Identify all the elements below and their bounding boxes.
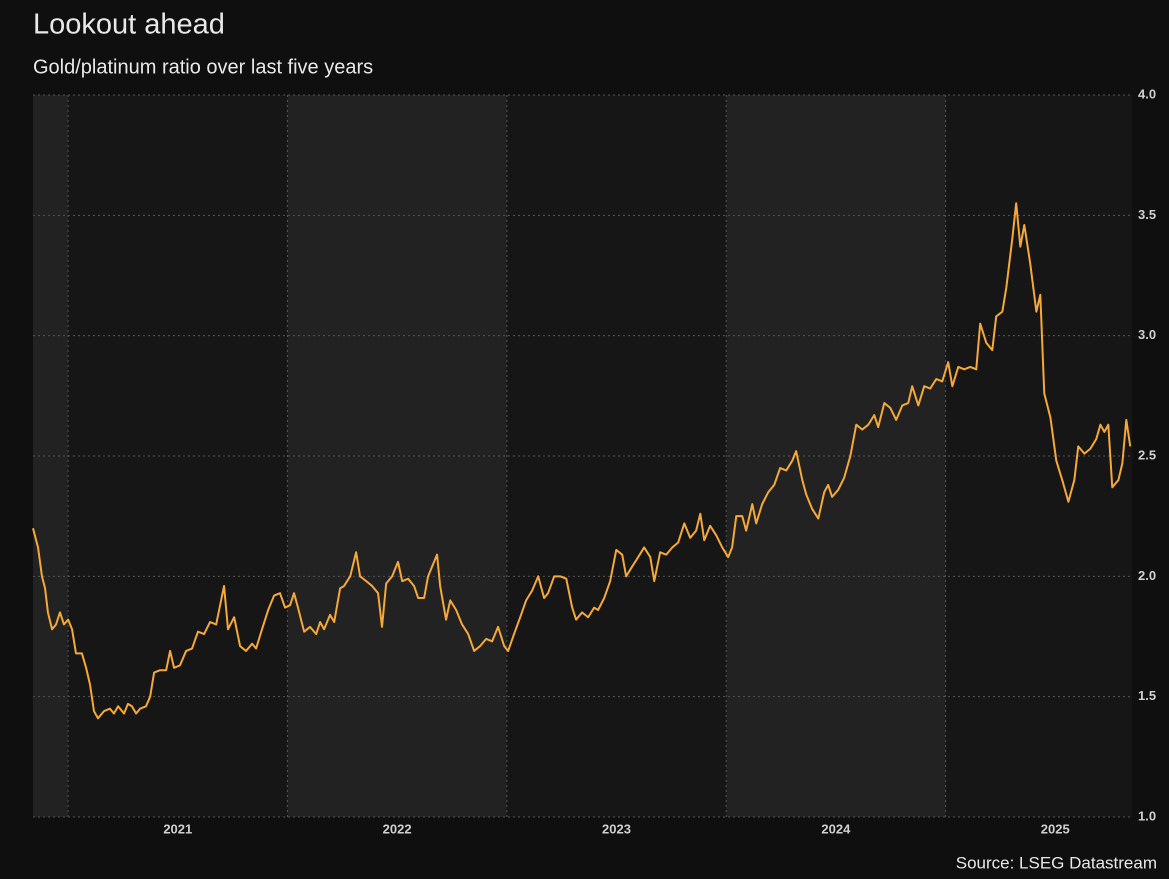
x-tick-label: 2024 bbox=[821, 821, 851, 836]
y-tick-label: 2.0 bbox=[1138, 568, 1156, 583]
y-tick-label: 3.0 bbox=[1138, 327, 1156, 342]
source-note: Source: LSEG Datastream bbox=[956, 853, 1157, 872]
y-tick-label: 3.5 bbox=[1138, 207, 1156, 222]
chart-title: Lookout ahead bbox=[33, 9, 225, 41]
y-tick-label: 1.0 bbox=[1138, 808, 1156, 823]
x-tick-label: 2025 bbox=[1041, 821, 1070, 836]
data-line bbox=[32, 202, 1132, 720]
y-tick-label: 4.0 bbox=[1138, 86, 1156, 101]
x-tick-label: 2022 bbox=[383, 821, 412, 836]
x-tick-label: 2023 bbox=[602, 821, 631, 836]
chart-subtitle: Gold/platinum ratio over last five years bbox=[33, 56, 373, 78]
y-tick-label: 2.5 bbox=[1138, 447, 1156, 462]
x-tick-label: 2021 bbox=[163, 821, 192, 836]
y-tick-label: 1.5 bbox=[1138, 688, 1156, 703]
background-bands bbox=[33, 95, 1132, 817]
